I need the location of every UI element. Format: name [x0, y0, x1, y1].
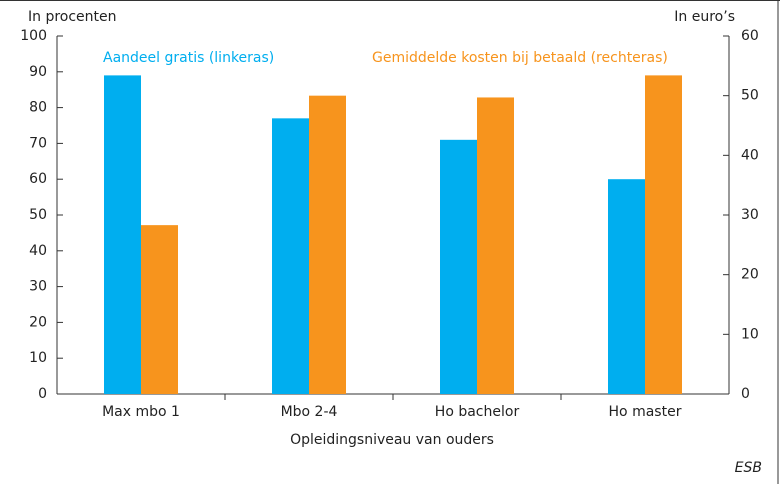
bar: [645, 75, 682, 394]
y2-tick-label: 60: [741, 28, 759, 44]
y2-tick-label: 40: [741, 147, 759, 163]
y-tick-label: 60: [29, 171, 47, 187]
source: ESB: [735, 460, 762, 476]
y-tick-label: 20: [29, 314, 47, 330]
y-tick-label: 90: [29, 64, 47, 80]
bar: [608, 179, 645, 394]
y-tick-label: 50: [29, 207, 47, 223]
y2-tick-label: 30: [741, 207, 759, 223]
x-tick-label: Ho bachelor: [435, 404, 520, 420]
y-tick-label: 80: [29, 100, 47, 116]
y2-tick-label: 20: [741, 267, 759, 283]
legend-label: Aandeel gratis (linkeras): [103, 50, 274, 66]
bar: [272, 118, 309, 394]
y2-tick-label: 0: [741, 386, 750, 402]
y-tick-label: 100: [20, 28, 47, 44]
y-tick-label: 40: [29, 243, 47, 259]
bar: [309, 95, 346, 395]
y-tick-label: 70: [29, 135, 47, 151]
y-tick-label: 30: [29, 279, 47, 295]
y-tick-label: 10: [29, 350, 47, 366]
x-tick-label: Mbo 2-4: [281, 404, 338, 420]
y2-tick-label: 50: [741, 88, 759, 104]
y2-axis-label: In euro’s: [674, 9, 735, 25]
bar: [141, 225, 178, 394]
x-tick-label: Max mbo 1: [102, 404, 180, 420]
x-axis-label: Opleidingsniveau van ouders: [290, 432, 494, 448]
x-tick-label: Ho master: [609, 404, 682, 420]
y-axis-label: In procenten: [28, 9, 117, 25]
bar: [477, 97, 514, 394]
y2-tick-label: 10: [741, 326, 759, 342]
bar: [104, 75, 141, 394]
legend-label: Gemiddelde kosten bij betaald (rechteras…: [372, 50, 668, 66]
bar: [440, 139, 477, 394]
y-tick-label: 0: [38, 386, 47, 402]
